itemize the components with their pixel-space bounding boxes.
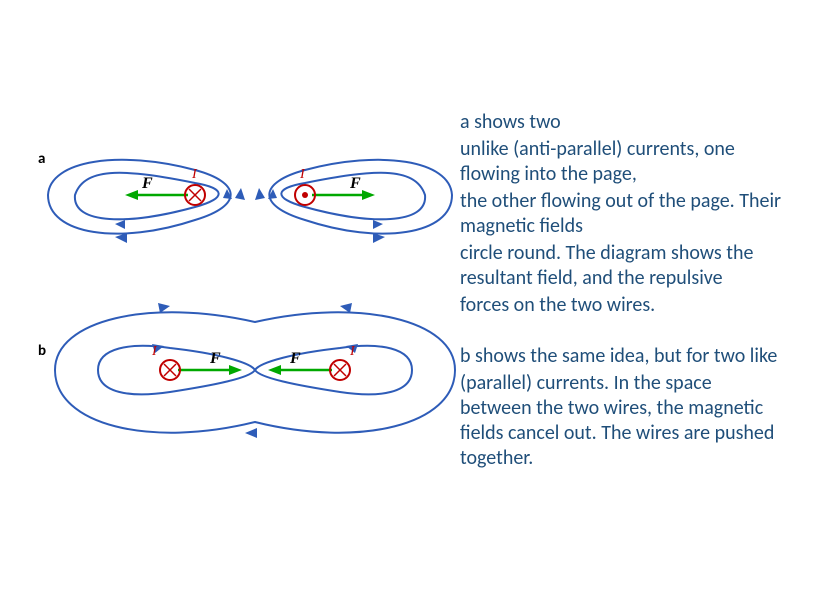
diagram-a: F F I I <box>20 130 460 270</box>
force-label-b-right: F <box>289 350 301 367</box>
para-3: the other flowing out of the page. Their… <box>460 189 786 239</box>
para-6: b shows the same idea, but for two like <box>460 344 786 369</box>
label-a: a <box>38 150 45 168</box>
label-b: b <box>38 342 46 360</box>
para-1: a shows two <box>460 110 786 135</box>
force-label-a-left: F <box>141 175 153 192</box>
force-label-a-right: F <box>349 175 361 192</box>
force-label-b-left: F <box>209 350 221 367</box>
para-7: (parallel) currents. In the space betwee… <box>460 371 786 471</box>
diagram-b: F F I I <box>20 300 460 470</box>
para-2: unlike (anti-parallel) currents, one flo… <box>460 137 786 187</box>
para-4: circle round. The diagram shows the resu… <box>460 241 786 291</box>
para-5: forces on the two wires. <box>460 293 786 318</box>
text-column: a shows two unlike (anti-parallel) curre… <box>460 0 816 613</box>
diagram-column: a <box>0 0 460 613</box>
current-label-a-left: I <box>191 167 198 182</box>
